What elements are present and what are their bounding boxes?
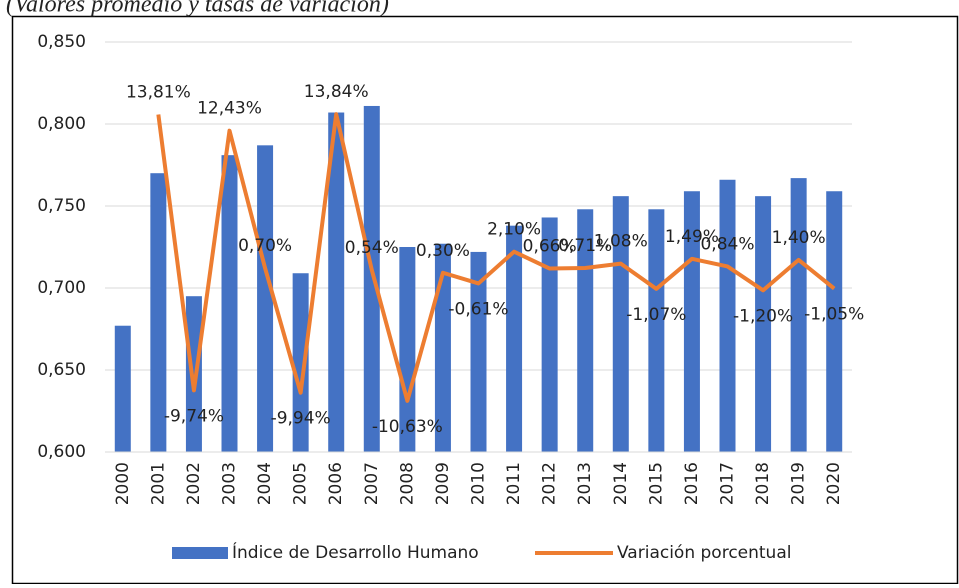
- x-tick-label: 2002: [184, 462, 204, 505]
- x-tick-label: 2006: [326, 462, 346, 505]
- y-tick-label: 0,750: [37, 196, 86, 216]
- x-tick-label: 2020: [824, 462, 844, 505]
- x-tick-label: 2013: [575, 462, 595, 505]
- data-label: 13,84%: [304, 82, 369, 102]
- data-label: 0,66%: [523, 237, 577, 257]
- x-tick-label: 2016: [682, 462, 702, 505]
- bar: [719, 179, 736, 452]
- legend-label: Índice de Desarrollo Humano: [232, 541, 479, 563]
- data-label: -9,94%: [271, 409, 331, 429]
- data-label: 0,70%: [238, 236, 292, 256]
- data-label: 0,71%: [558, 236, 612, 256]
- y-tick-label: 0,850: [37, 32, 86, 52]
- y-tick-label: 0,650: [37, 360, 86, 380]
- data-label: 13,81%: [126, 83, 191, 103]
- data-label: -1,07%: [626, 305, 686, 325]
- bar: [328, 112, 345, 453]
- x-tick-label: 2014: [611, 462, 631, 505]
- bar: [683, 191, 700, 453]
- data-label: 1,08%: [594, 232, 648, 252]
- x-tick-label: 2005: [291, 462, 311, 505]
- data-label: 1,40%: [772, 228, 826, 248]
- x-tick-label: 2000: [113, 462, 133, 505]
- bar: [790, 178, 807, 452]
- x-tick-label: 2008: [397, 462, 417, 505]
- data-label: 12,43%: [197, 99, 262, 119]
- line: [156, 112, 836, 403]
- bar: [541, 217, 558, 452]
- data-label: 2,10%: [487, 220, 541, 240]
- bar: [150, 173, 167, 452]
- data-label: -9,74%: [164, 406, 224, 426]
- data-label: 1,49%: [665, 227, 719, 247]
- data-label: -1,05%: [804, 305, 864, 325]
- x-tick-label: 2007: [362, 462, 382, 505]
- bar: [363, 105, 380, 453]
- legend-swatch: [172, 547, 228, 559]
- x-tick-label: 2009: [433, 462, 453, 505]
- x-tick-label: 2017: [718, 462, 738, 505]
- bar: [470, 251, 487, 452]
- x-tick-label: 2019: [789, 462, 809, 505]
- data-label: 0,54%: [345, 238, 399, 258]
- y-tick-label: 0,800: [37, 114, 86, 134]
- bar: [506, 225, 523, 452]
- x-tick-label: 2011: [504, 462, 524, 505]
- bar: [257, 145, 274, 452]
- x-tick-label: 2004: [255, 462, 275, 505]
- data-label: 0,30%: [416, 241, 470, 261]
- x-tick-label: 2015: [646, 462, 666, 505]
- data-label: -1,20%: [733, 306, 793, 326]
- x-tick-label: 2018: [753, 462, 773, 505]
- bar: [434, 243, 451, 452]
- bar: [755, 196, 772, 452]
- bar: [185, 296, 202, 452]
- x-tick-label: 2012: [540, 462, 560, 505]
- bar: [292, 273, 309, 452]
- data-label: 0,84%: [700, 234, 754, 254]
- data-label: -10,63%: [372, 417, 443, 437]
- bar: [648, 209, 665, 452]
- bar: [399, 247, 416, 452]
- bar: [114, 325, 131, 452]
- x-tick-label: 2010: [469, 462, 489, 505]
- x-tick-label: 2003: [220, 462, 240, 505]
- bar: [826, 191, 843, 453]
- bar: [612, 196, 629, 452]
- y-tick-label: 0,600: [37, 442, 86, 462]
- bar: [221, 155, 238, 452]
- x-tick-label: 2001: [148, 462, 168, 505]
- chart-title: (Valores promedio y tasas de variación): [6, 0, 389, 18]
- data-label: -0,61%: [448, 299, 508, 319]
- y-tick-label: 0,700: [37, 278, 86, 298]
- legend-label: Variación porcentual: [617, 543, 791, 563]
